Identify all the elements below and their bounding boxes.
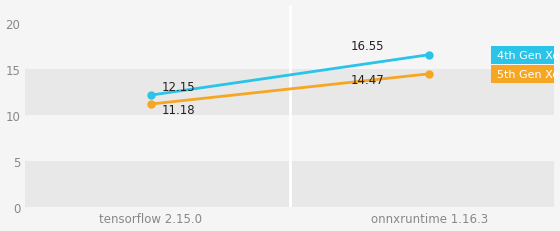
Text: 4th Gen Xeon: 4th Gen Xeon: [497, 50, 560, 61]
Text: 5th Gen Xeon: 5th Gen Xeon: [497, 70, 560, 79]
Bar: [25, 70, 554, 116]
Bar: [25, 161, 554, 207]
Text: 16.55: 16.55: [351, 40, 385, 53]
FancyBboxPatch shape: [491, 65, 560, 84]
Text: 11.18: 11.18: [162, 103, 195, 116]
FancyBboxPatch shape: [491, 46, 560, 64]
Bar: [25, 116, 554, 161]
Bar: [25, 24, 554, 70]
Text: 12.15: 12.15: [162, 80, 195, 94]
Text: 14.47: 14.47: [351, 73, 385, 86]
